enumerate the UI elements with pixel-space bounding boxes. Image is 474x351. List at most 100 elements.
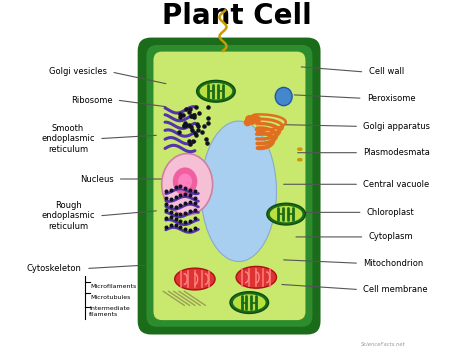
Point <box>177 212 184 217</box>
Point <box>187 208 194 213</box>
Point <box>191 226 199 231</box>
Point <box>180 122 188 128</box>
FancyBboxPatch shape <box>137 38 320 335</box>
Point <box>187 227 194 233</box>
Point <box>195 110 202 116</box>
Text: Ribosome: Ribosome <box>71 95 112 105</box>
Point <box>187 199 194 205</box>
Text: Cytoplasm: Cytoplasm <box>369 232 413 241</box>
FancyBboxPatch shape <box>154 52 305 320</box>
Point <box>187 187 194 193</box>
Ellipse shape <box>233 294 265 311</box>
Point <box>187 192 194 198</box>
Point <box>172 204 179 210</box>
Point <box>176 111 183 117</box>
Ellipse shape <box>162 154 213 215</box>
Text: Chloroplast: Chloroplast <box>367 208 415 217</box>
Point <box>167 187 174 192</box>
Point <box>243 119 251 125</box>
Point <box>177 202 184 208</box>
Point <box>172 211 179 217</box>
Point <box>182 200 189 206</box>
Point <box>162 215 170 220</box>
Point <box>187 141 194 147</box>
Point <box>246 117 253 122</box>
Point <box>182 185 189 191</box>
FancyBboxPatch shape <box>146 45 312 327</box>
Ellipse shape <box>270 206 302 223</box>
Point <box>195 123 202 129</box>
Point <box>175 129 183 135</box>
Point <box>187 218 194 224</box>
Point <box>201 123 208 128</box>
Text: Peroxisome: Peroxisome <box>367 94 416 103</box>
Point <box>182 210 189 216</box>
Point <box>180 124 188 129</box>
Point <box>187 106 194 112</box>
Point <box>179 112 187 118</box>
Point <box>191 200 199 206</box>
Point <box>177 184 184 189</box>
Point <box>177 192 184 198</box>
Point <box>162 207 170 213</box>
Point <box>186 139 193 144</box>
Point <box>167 203 174 209</box>
Point <box>182 226 189 232</box>
Ellipse shape <box>197 80 235 102</box>
Point <box>167 196 174 202</box>
Point <box>185 109 192 114</box>
Point <box>192 132 200 138</box>
Point <box>192 104 200 110</box>
Point <box>172 194 179 200</box>
Text: Golgi vesicles: Golgi vesicles <box>49 67 107 77</box>
Point <box>182 191 189 197</box>
Point <box>194 127 202 132</box>
Text: Cytoskeleton: Cytoskeleton <box>27 264 82 273</box>
Ellipse shape <box>267 203 305 225</box>
Ellipse shape <box>200 83 232 100</box>
Point <box>204 115 211 120</box>
Point <box>191 195 199 200</box>
Text: Nucleus: Nucleus <box>80 174 113 184</box>
Ellipse shape <box>178 173 192 190</box>
Text: Intermediate
filaments: Intermediate filaments <box>89 306 129 317</box>
Point <box>202 136 210 141</box>
Text: Central vacuole: Central vacuole <box>364 180 429 189</box>
Point <box>172 223 179 228</box>
Point <box>177 219 184 224</box>
Point <box>167 215 174 220</box>
Point <box>248 118 255 124</box>
Ellipse shape <box>173 167 197 196</box>
Text: Plasmodesmata: Plasmodesmata <box>364 148 430 157</box>
Point <box>204 105 211 110</box>
Point <box>253 117 261 122</box>
Ellipse shape <box>175 268 215 290</box>
Point <box>172 185 179 190</box>
Text: Mitochondrion: Mitochondrion <box>364 259 424 268</box>
Text: Microtubules: Microtubules <box>90 295 131 300</box>
Point <box>182 122 190 127</box>
Point <box>250 114 258 119</box>
Point <box>176 114 184 119</box>
Text: Cell wall: Cell wall <box>369 67 404 77</box>
Point <box>162 201 170 207</box>
Text: Rough
endoplasmic
reticulum: Rough endoplasmic reticulum <box>41 201 95 231</box>
Text: Plant Cell: Plant Cell <box>162 2 312 30</box>
Point <box>187 113 195 119</box>
Text: Golgi apparatus: Golgi apparatus <box>364 122 430 131</box>
Point <box>181 120 188 126</box>
Point <box>177 224 184 230</box>
Point <box>162 196 170 201</box>
Point <box>191 131 199 136</box>
Point <box>191 188 199 194</box>
Point <box>190 112 198 118</box>
Point <box>162 188 170 194</box>
Ellipse shape <box>236 266 276 288</box>
Point <box>167 209 174 214</box>
Point <box>203 140 210 146</box>
Point <box>193 121 201 126</box>
Point <box>188 113 196 119</box>
Point <box>167 223 174 228</box>
Point <box>187 125 194 130</box>
Point <box>191 207 199 212</box>
